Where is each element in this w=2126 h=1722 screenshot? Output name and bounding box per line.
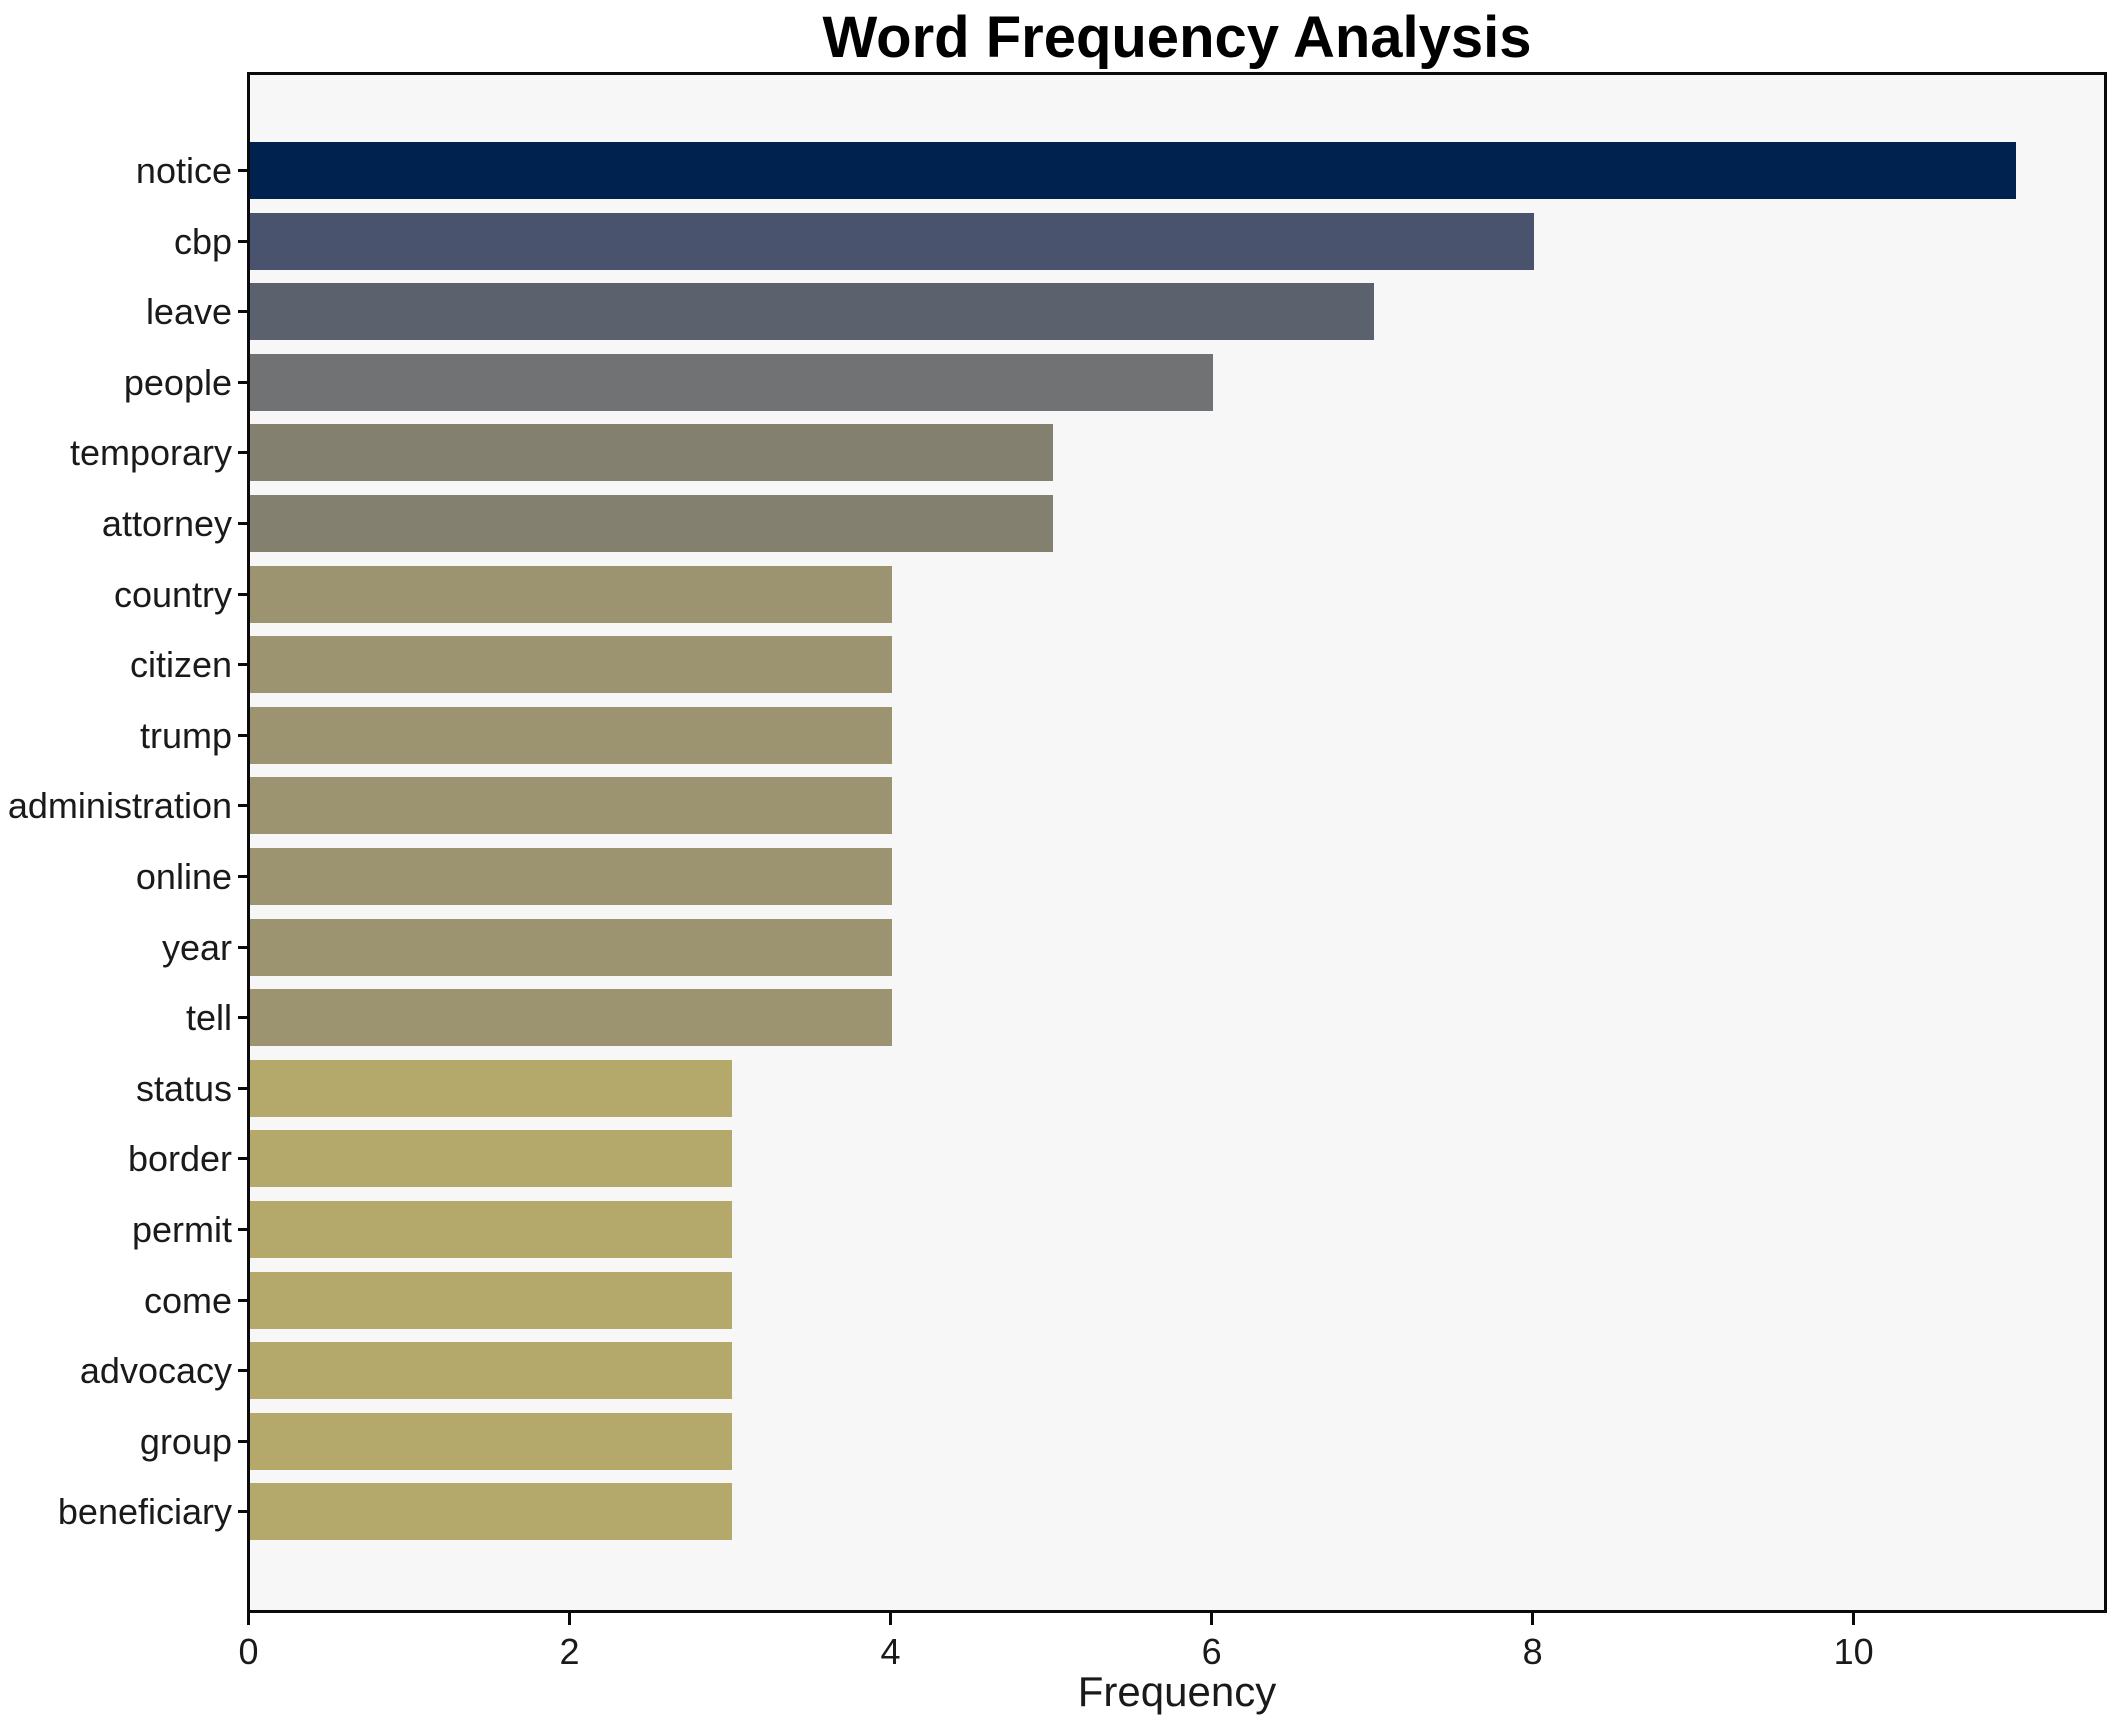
y-tick-label-administration: administration <box>7 785 232 827</box>
y-tick-mark-tell <box>238 1016 247 1020</box>
x-tick-mark-0 <box>247 1613 250 1625</box>
x-tick-mark-6 <box>1210 1613 1214 1625</box>
y-tick-label-online: online <box>135 856 232 897</box>
x-tick-label-2: 2 <box>559 1631 580 1672</box>
bar-leave <box>250 283 1374 341</box>
x-tick-mark-10 <box>1852 1613 1856 1625</box>
bar-attorney <box>250 495 1053 552</box>
y-tick-mark-advocacy <box>238 1369 247 1373</box>
y-tick-mark-cbp <box>238 239 247 243</box>
y-tick-mark-status <box>238 1086 247 1090</box>
y-tick-mark-people <box>238 380 247 384</box>
y-tick-mark-temporary <box>238 451 247 455</box>
y-tick-mark-come <box>238 1298 247 1302</box>
bar-country <box>250 565 893 623</box>
bar-group <box>250 1412 732 1470</box>
x-tick-label-6: 6 <box>1201 1631 1222 1672</box>
bar-border <box>250 1130 732 1188</box>
y-tick-mark-attorney <box>238 522 247 525</box>
y-tick-label-trump: trump <box>139 714 232 756</box>
y-tick-mark-permit <box>238 1228 247 1231</box>
y-tick-label-permit: permit <box>131 1209 232 1250</box>
x-tick-mark-4 <box>889 1613 893 1625</box>
x-tick-mark-2 <box>568 1613 572 1625</box>
bar-administration <box>250 777 893 835</box>
bar-citizen <box>250 636 893 694</box>
y-tick-mark-notice <box>238 169 247 172</box>
y-tick-label-group: group <box>139 1420 232 1462</box>
x-tick-label-0: 0 <box>238 1631 259 1672</box>
y-tick-label-beneficiary: beneficiary <box>57 1491 232 1533</box>
y-tick-label-status: status <box>135 1067 232 1109</box>
y-tick-mark-leave <box>238 310 247 314</box>
y-tick-label-attorney: attorney <box>101 503 232 544</box>
x-tick-label-4: 4 <box>880 1631 901 1672</box>
y-tick-label-leave: leave <box>145 291 232 333</box>
y-tick-mark-administration <box>238 804 247 808</box>
x-tick-mark-8 <box>1531 1613 1535 1625</box>
y-tick-label-citizen: citizen <box>129 644 232 686</box>
bar-tell <box>250 989 893 1047</box>
x-tick-label-8: 8 <box>1522 1631 1543 1672</box>
bar-trump <box>250 706 893 764</box>
y-tick-mark-beneficiary <box>238 1510 247 1514</box>
y-tick-mark-trump <box>238 733 247 737</box>
chart-title: Word Frequency Analysis <box>822 5 1532 70</box>
y-tick-label-year: year <box>161 926 232 968</box>
y-tick-label-notice: notice <box>135 150 232 191</box>
y-tick-label-advocacy: advocacy <box>79 1350 232 1392</box>
bar-come <box>250 1271 732 1329</box>
y-tick-mark-group <box>238 1439 247 1443</box>
y-tick-mark-country <box>238 592 247 596</box>
y-tick-label-tell: tell <box>185 997 232 1039</box>
bar-cbp <box>250 212 1535 270</box>
y-tick-label-come: come <box>143 1279 232 1321</box>
bar-permit <box>250 1201 732 1258</box>
y-tick-label-temporary: temporary <box>69 432 232 474</box>
bar-online <box>250 848 893 905</box>
bar-notice <box>250 142 2016 199</box>
x-axis-title: Frequency <box>1077 1668 1277 1715</box>
bar-beneficiary <box>250 1483 732 1541</box>
y-tick-label-border: border <box>127 1138 232 1180</box>
bar-people <box>250 353 1214 411</box>
bar-year <box>250 918 893 976</box>
y-tick-label-cbp: cbp <box>173 220 232 262</box>
plot-area <box>247 72 2107 1613</box>
y-tick-label-country: country <box>113 573 232 615</box>
x-tick-label-10: 10 <box>1833 1631 1874 1672</box>
bar-status <box>250 1059 732 1117</box>
y-tick-label-people: people <box>123 361 232 403</box>
y-axis-labels: notice cbp leave people temporary attorney cou… <box>0 72 232 1613</box>
y-tick-mark-citizen <box>238 663 247 667</box>
y-tick-mark-online <box>238 875 247 878</box>
bar-temporary <box>250 424 1053 482</box>
y-tick-mark-year <box>238 945 247 949</box>
bar-advocacy <box>250 1342 732 1400</box>
y-tick-mark-border <box>238 1157 247 1161</box>
